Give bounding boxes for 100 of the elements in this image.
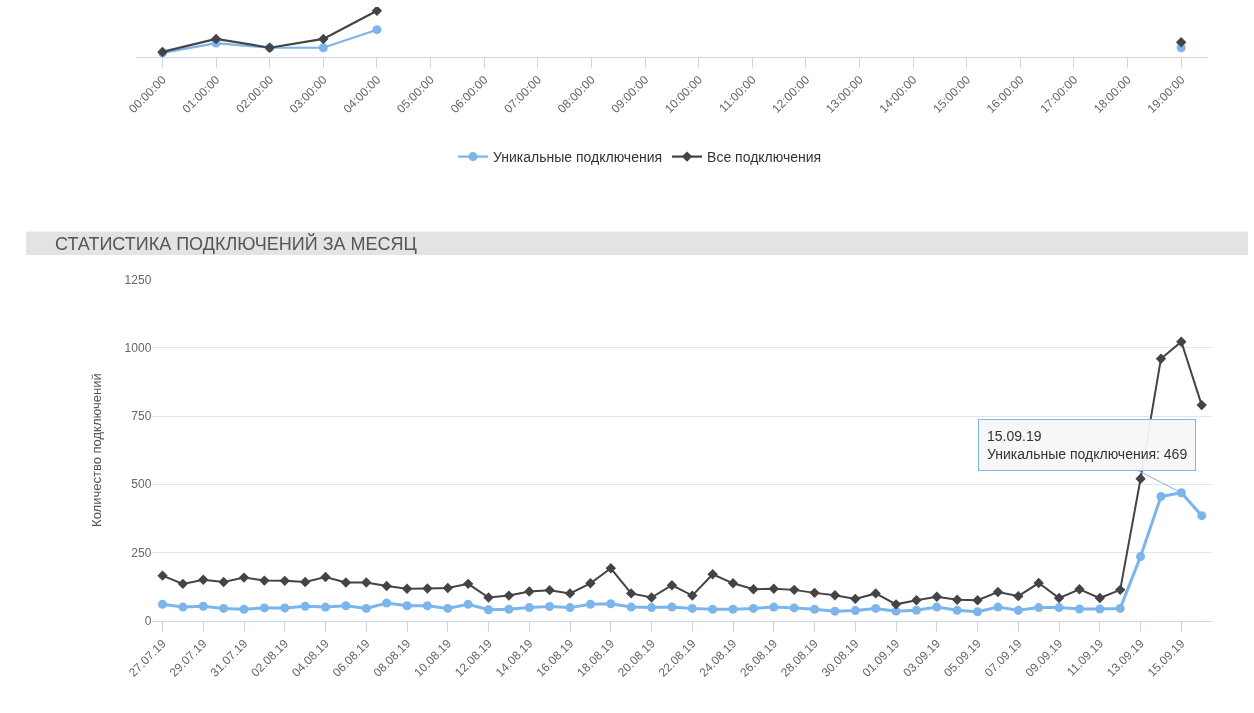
- point: [768, 583, 780, 594]
- point: [1095, 604, 1105, 614]
- point: [951, 594, 963, 605]
- point: [748, 603, 758, 613]
- point: [544, 584, 555, 596]
- point: [1074, 584, 1085, 595]
- point: [789, 603, 799, 613]
- point: [993, 602, 1003, 612]
- point: [198, 574, 209, 585]
- point: [300, 601, 310, 611]
- point: [218, 576, 229, 588]
- point: [1013, 590, 1024, 602]
- point: [401, 583, 413, 594]
- point: [829, 590, 841, 601]
- point: [462, 578, 474, 590]
- point: [850, 606, 860, 616]
- point: [769, 602, 779, 612]
- point: [361, 577, 372, 588]
- point: [788, 584, 800, 596]
- point: [371, 7, 383, 16]
- point: [585, 599, 595, 609]
- point: [809, 587, 820, 599]
- point: [402, 601, 412, 611]
- point: [973, 607, 983, 617]
- point: [605, 563, 616, 574]
- point: [870, 588, 881, 599]
- point: [890, 599, 902, 610]
- legend-label: Все подключения: [707, 149, 822, 166]
- point: [1176, 336, 1187, 347]
- point: [1115, 603, 1125, 613]
- point: [320, 571, 331, 583]
- point: [992, 586, 1004, 598]
- y-tick-label: 750: [131, 409, 152, 424]
- point: [1094, 592, 1106, 604]
- point: [952, 605, 962, 615]
- point: [1155, 353, 1167, 364]
- point: [932, 602, 942, 612]
- point: [484, 605, 494, 615]
- point: [666, 580, 678, 591]
- point: [1013, 605, 1023, 615]
- point: [259, 575, 270, 586]
- point: [483, 592, 494, 603]
- point: [1033, 577, 1044, 589]
- point: [564, 588, 576, 599]
- y-tick-label: 500: [131, 477, 152, 492]
- point: [830, 606, 840, 616]
- y-tick-label: 0: [144, 613, 152, 628]
- point: [1136, 552, 1146, 562]
- point: [667, 602, 677, 612]
- point: [911, 605, 921, 615]
- point: [850, 593, 861, 605]
- point: [585, 578, 596, 589]
- point: [198, 601, 208, 611]
- point: [422, 583, 433, 594]
- point: [708, 604, 718, 614]
- point: [1053, 592, 1065, 604]
- point: [524, 586, 535, 597]
- point: [1135, 473, 1146, 484]
- point: [646, 592, 657, 603]
- point: [340, 577, 352, 588]
- point: [748, 584, 759, 595]
- point: [545, 602, 555, 612]
- point: [382, 598, 392, 608]
- point: [341, 601, 351, 611]
- point: [707, 569, 718, 580]
- point: [177, 578, 189, 590]
- y-axis-title: Количество подключений: [88, 373, 104, 527]
- point: [1196, 399, 1207, 411]
- point: [442, 582, 453, 594]
- annotation: 15.09.19 Уникальные подключения: 469: [987, 428, 1188, 463]
- point: [239, 604, 249, 614]
- point: [158, 599, 168, 609]
- point: [972, 595, 983, 606]
- point: [1197, 511, 1207, 521]
- point: [1054, 603, 1064, 613]
- point: [157, 570, 168, 581]
- point: [178, 602, 188, 612]
- legend-label: Уникальные подключения: [493, 149, 663, 166]
- point: [238, 572, 250, 583]
- point: [625, 588, 637, 599]
- point: [463, 599, 473, 609]
- point: [647, 603, 657, 613]
- point: [443, 603, 453, 613]
- point: [318, 43, 328, 53]
- point: [1156, 492, 1166, 502]
- y-tick-label: 1250: [124, 272, 152, 287]
- point: [503, 590, 515, 601]
- point: [524, 603, 534, 613]
- point: [626, 602, 636, 612]
- point: [687, 590, 698, 601]
- chart-title: СТАТИСТИКА ПОДКЛЮЧЕНИЙ ЗА МЕСЯЦ: [55, 233, 417, 254]
- point: [504, 604, 514, 614]
- point: [299, 576, 311, 588]
- y-tick-label: 250: [131, 545, 152, 560]
- point: [1034, 603, 1044, 613]
- point: [1176, 488, 1186, 498]
- point: [911, 595, 922, 606]
- point: [931, 591, 943, 602]
- point: [318, 33, 329, 45]
- point: [810, 604, 820, 614]
